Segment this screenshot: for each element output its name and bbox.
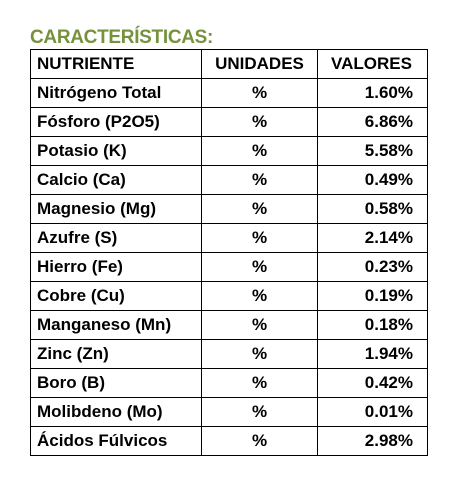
- nutrient-unit: %: [201, 368, 318, 398]
- nutrient-value: 0.01%: [317, 397, 428, 427]
- column-header-nutriente: NUTRIENTE: [30, 49, 202, 79]
- nutrient-unit: %: [201, 136, 318, 166]
- nutrient-unit: %: [201, 310, 318, 340]
- section-title: CARACTERÍSTICAS:: [30, 27, 214, 48]
- nutrient-unit: %: [201, 281, 318, 311]
- table-row: Manganeso (Mn) % 0.18%: [30, 310, 428, 340]
- nutrient-value: 0.42%: [317, 368, 428, 398]
- nutrient-name: Fósforo (P2O5): [30, 107, 202, 137]
- nutrient-name: Nitrógeno Total: [30, 78, 202, 108]
- nutrient-unit: %: [201, 426, 318, 456]
- nutrient-name: Azufre (S): [30, 223, 202, 253]
- nutrient-value: 2.14%: [317, 223, 428, 253]
- nutrient-unit: %: [201, 107, 318, 137]
- table-row: Azufre (S) % 2.14%: [30, 223, 428, 253]
- table-row: Cobre (Cu) % 0.19%: [30, 281, 428, 311]
- nutrient-value: 0.19%: [317, 281, 428, 311]
- nutrient-name: Hierro (Fe): [30, 252, 202, 282]
- table-row: Calcio (Ca) % 0.49%: [30, 165, 428, 195]
- nutrient-value: 5.58%: [317, 136, 428, 166]
- table-row: Ácidos Fúlvicos % 2.98%: [30, 426, 428, 456]
- table-header-row: NUTRIENTE UNIDADES VALORES: [30, 49, 428, 79]
- nutrient-value: 0.18%: [317, 310, 428, 340]
- nutrient-value: 2.98%: [317, 426, 428, 456]
- nutrient-name: Calcio (Ca): [30, 165, 202, 195]
- table-row: Potasio (K) % 5.58%: [30, 136, 428, 166]
- nutrient-value: 1.94%: [317, 339, 428, 369]
- nutrient-value: 1.60%: [317, 78, 428, 108]
- nutrient-name: Ácidos Fúlvicos: [30, 426, 202, 456]
- table-row: Zinc (Zn) % 1.94%: [30, 339, 428, 369]
- nutrient-unit: %: [201, 252, 318, 282]
- nutrient-table: NUTRIENTE UNIDADES VALORES Nitrógeno Tot…: [30, 49, 428, 456]
- nutrient-unit: %: [201, 397, 318, 427]
- nutrient-name: Zinc (Zn): [30, 339, 202, 369]
- nutrient-name: Cobre (Cu): [30, 281, 202, 311]
- nutrient-unit: %: [201, 339, 318, 369]
- nutrient-unit: %: [201, 194, 318, 224]
- table-row: Boro (B) % 0.42%: [30, 368, 428, 398]
- nutrient-value: 0.23%: [317, 252, 428, 282]
- table-row: Molibdeno (Mo) % 0.01%: [30, 397, 428, 427]
- nutrient-unit: %: [201, 165, 318, 195]
- nutrient-name: Magnesio (Mg): [30, 194, 202, 224]
- nutrient-value: 0.49%: [317, 165, 428, 195]
- nutrient-name: Molibdeno (Mo): [30, 397, 202, 427]
- table-row: Magnesio (Mg) % 0.58%: [30, 194, 428, 224]
- nutrient-name: Potasio (K): [30, 136, 202, 166]
- column-header-unidades: UNIDADES: [201, 49, 318, 79]
- nutrient-unit: %: [201, 78, 318, 108]
- table-row: Hierro (Fe) % 0.23%: [30, 252, 428, 282]
- nutrient-unit: %: [201, 223, 318, 253]
- column-header-valores: VALORES: [317, 49, 428, 79]
- table-row: Nitrógeno Total % 1.60%: [30, 78, 428, 108]
- nutrient-value: 6.86%: [317, 107, 428, 137]
- table-row: Fósforo (P2O5) % 6.86%: [30, 107, 428, 137]
- nutrient-name: Boro (B): [30, 368, 202, 398]
- nutrient-value: 0.58%: [317, 194, 428, 224]
- nutrient-name: Manganeso (Mn): [30, 310, 202, 340]
